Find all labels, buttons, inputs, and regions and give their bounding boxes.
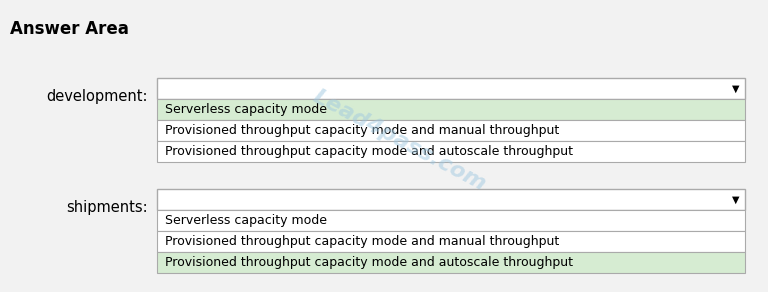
- FancyBboxPatch shape: [157, 252, 745, 273]
- FancyBboxPatch shape: [157, 99, 745, 120]
- Text: ▼: ▼: [732, 195, 740, 205]
- Text: Serverless capacity mode: Serverless capacity mode: [165, 214, 327, 227]
- FancyBboxPatch shape: [157, 189, 745, 210]
- Text: development:: development:: [47, 88, 148, 104]
- FancyBboxPatch shape: [157, 78, 745, 99]
- Text: Answer Area: Answer Area: [10, 20, 129, 39]
- Text: Provisioned throughput capacity mode and autoscale throughput: Provisioned throughput capacity mode and…: [165, 145, 573, 158]
- FancyBboxPatch shape: [157, 120, 745, 141]
- Text: Provisioned throughput capacity mode and autoscale throughput: Provisioned throughput capacity mode and…: [165, 256, 573, 269]
- FancyBboxPatch shape: [157, 210, 745, 231]
- Text: Serverless capacity mode: Serverless capacity mode: [165, 103, 327, 116]
- FancyBboxPatch shape: [157, 141, 745, 162]
- Text: Lead4pass.com: Lead4pass.com: [310, 86, 489, 194]
- Text: Provisioned throughput capacity mode and manual throughput: Provisioned throughput capacity mode and…: [165, 124, 559, 137]
- Text: shipments:: shipments:: [67, 199, 148, 215]
- Text: ▼: ▼: [732, 84, 740, 94]
- Text: Provisioned throughput capacity mode and manual throughput: Provisioned throughput capacity mode and…: [165, 235, 559, 248]
- FancyBboxPatch shape: [157, 231, 745, 252]
